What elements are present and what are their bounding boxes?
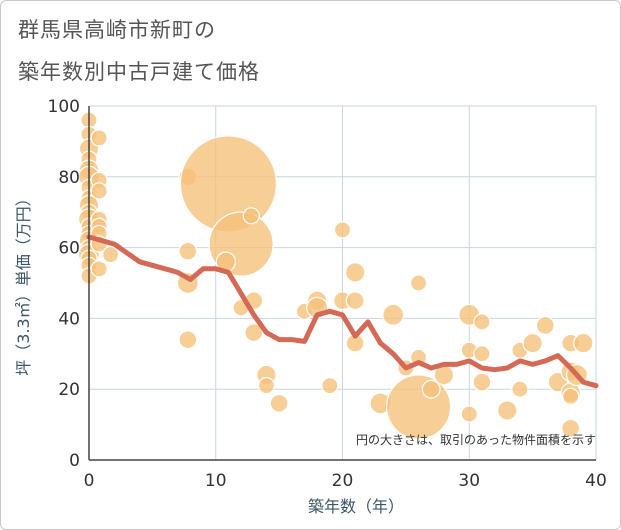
bubble-point	[473, 313, 491, 331]
x-tick-label: 10	[205, 471, 227, 491]
bubble-point	[344, 262, 366, 283]
bubble-point	[561, 418, 581, 438]
bubble-point	[333, 221, 352, 239]
bubble-point	[409, 274, 428, 292]
chart-title-line1: 群馬県高崎市新町の	[18, 18, 216, 42]
bubble-point	[472, 372, 492, 392]
tick-labels: 0 20 40 60 80 100 0 10 20 30 40	[48, 97, 607, 491]
bubble-point	[573, 332, 594, 354]
bubble-point	[473, 345, 491, 363]
y-tick-label: 80	[58, 168, 80, 188]
bubble-point	[90, 129, 108, 147]
x-tick-label: 20	[332, 471, 354, 491]
bubble-point	[269, 393, 289, 413]
bubble-point	[244, 323, 264, 342]
y-tick-label: 100	[48, 97, 80, 117]
bubble-point	[535, 316, 555, 335]
bubble-point	[522, 332, 543, 354]
bubble-point	[421, 379, 441, 399]
axes	[88, 106, 596, 461]
bubble-series	[77, 111, 594, 440]
bubble-point	[178, 241, 198, 261]
bubble-point	[345, 291, 365, 311]
bubble-point	[497, 400, 518, 421]
y-tick-label: 60	[58, 239, 80, 259]
bubble-point	[242, 207, 260, 225]
y-axis-label: 坪（3.3㎡）単価（万円）	[14, 190, 33, 375]
bubble-point	[409, 348, 428, 366]
bubble-point	[101, 246, 120, 264]
chart-title-line2: 築年数別中古戸建て価格	[18, 60, 260, 84]
bubble-point	[511, 380, 529, 398]
bubble-point	[90, 182, 108, 200]
bubble-size-note: 円の大きさは、取引のあった物件面積を示す	[356, 432, 596, 447]
bubble-point	[257, 377, 276, 395]
trend-line	[86, 234, 599, 389]
y-tick-label: 0	[69, 451, 80, 471]
bubble-point	[382, 303, 405, 326]
grid	[88, 105, 597, 461]
x-tick-label: 0	[84, 471, 95, 491]
y-tick-label: 40	[58, 309, 80, 329]
x-axis-label: 築年数（年）	[308, 497, 404, 516]
y-tick-label: 20	[58, 380, 80, 400]
x-tick-label: 30	[458, 471, 480, 491]
x-tick-label: 40	[585, 471, 607, 491]
bubble-point	[178, 330, 198, 350]
bubble-point	[90, 260, 108, 278]
bubble-point	[562, 387, 580, 405]
bubble-point	[321, 377, 339, 395]
bubble-point	[460, 405, 478, 423]
